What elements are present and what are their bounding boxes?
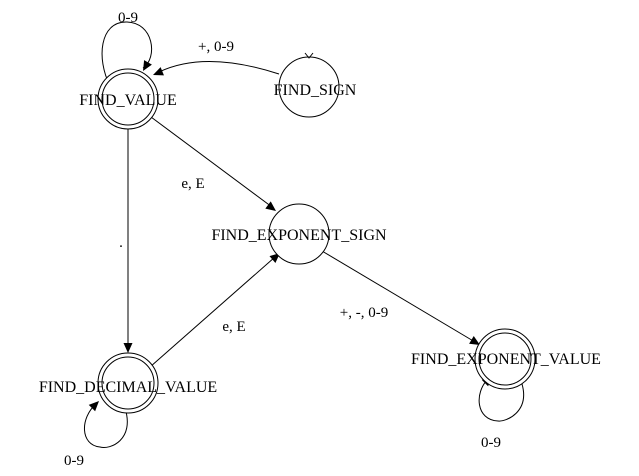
edge-value-to-exp-sign-arrowhead [265, 201, 276, 211]
edge-value-to-decimal-arrowhead [123, 343, 133, 353]
initial-state-marker [304, 52, 314, 59]
edge-decimal-to-exp-sign [149, 253, 280, 368]
edge-value-to-decimal [123, 127, 133, 353]
edge-value-to-exp-sign [150, 116, 276, 211]
edge-exp-sign-to-exp-value-path [321, 250, 476, 343]
edge-sign-to-value-arrowhead [153, 67, 164, 76]
transition-label-value-self: 0-9 [118, 10, 138, 26]
edge-decimal-self [84, 401, 128, 449]
transition-label-exp-sign-to-exp-value: +, -, 0-9 [340, 305, 388, 321]
state-find-exponent-value-inner-ring [478, 332, 532, 386]
state-label-find-exponent-sign: FIND_EXPONENT_SIGN [211, 227, 387, 244]
edge-sign-to-value [153, 61, 280, 76]
state-find-decimal-value-inner-ring [101, 356, 155, 410]
transition-label-decimal-to-exp-sign: e, E [222, 319, 245, 335]
edge-decimal-to-exp-sign-path [149, 256, 276, 368]
edge-sign-to-value-path [158, 61, 280, 75]
state-find-exponent-value [474, 328, 536, 390]
edge-value-self-path [101, 21, 153, 87]
transition-label-value-to-exp-sign: e, E [181, 176, 204, 192]
state-find-sign [278, 52, 340, 118]
transition-label-decimal-self: 0-9 [64, 453, 84, 469]
edge-decimal-self-arrowhead [88, 401, 99, 412]
state-find-exponent-sign-circle [268, 203, 330, 265]
transition-label-sign-to-value: +, 0-9 [198, 39, 234, 55]
edge-exp-sign-to-exp-value-arrowhead [469, 335, 480, 345]
state-label-find-exponent-value: FIND_EXPONENT_VALUE [411, 351, 601, 368]
edge-value-self-arrowhead [143, 60, 152, 71]
edge-exp-sign-to-exp-value [321, 250, 480, 345]
state-find-value-inner-ring [101, 72, 155, 126]
edge-value-to-exp-sign-path [150, 116, 273, 208]
transition-label-exp-value-self: 0-9 [481, 435, 501, 451]
state-find-sign-circle [278, 56, 340, 118]
state-find-exponent-sign [268, 203, 330, 265]
state-label-find-sign: FIND_SIGN [274, 82, 357, 99]
edge-decimal-self-path [84, 403, 128, 449]
edge-value-self [101, 21, 153, 87]
edge-exp-value-self-path [478, 378, 525, 422]
state-find-decimal-value [97, 352, 159, 414]
state-find-value [97, 68, 159, 130]
state-label-find-value: FIND_VALUE [79, 92, 176, 109]
state-label-find-decimal-value: FIND_DECIMAL_VALUE [39, 379, 217, 396]
transition-label-value-to-decimal: . [119, 235, 123, 251]
